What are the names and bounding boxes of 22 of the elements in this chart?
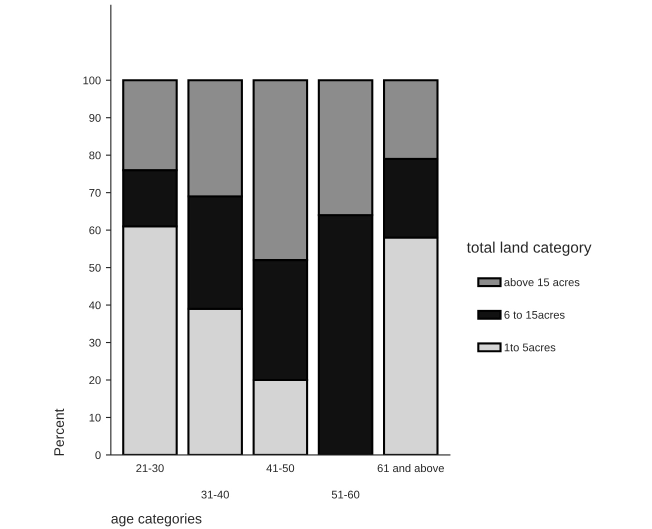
- y-tick-label: 10: [90, 414, 101, 422]
- x-tick-label: 61 and above: [378, 464, 444, 472]
- x-tick-label: 51-60: [332, 490, 360, 499]
- x-tick-label: 41-50: [266, 464, 294, 472]
- y-tick-label: 40: [89, 301, 101, 310]
- y-tick-label: 80: [89, 151, 101, 160]
- y-tick-label: 100: [83, 76, 101, 84]
- legend-title: total land category: [466, 242, 592, 256]
- legend-label: 1to 5acres: [504, 344, 556, 352]
- legend-label: 6 to 15acres: [504, 310, 565, 319]
- y-tick-label: 20: [89, 376, 101, 384]
- legend-label: above 15 acres: [504, 278, 580, 286]
- y-tick-label: 90: [89, 114, 101, 122]
- y-tick-label: 0: [95, 451, 101, 460]
- x-tick-label: 31-40: [201, 490, 229, 499]
- y-tick-label: 60: [89, 226, 101, 234]
- y-tick-label: 30: [89, 338, 101, 347]
- x-axis-title: age categories: [111, 513, 202, 526]
- y-axis-title: Percent: [54, 408, 64, 456]
- y-tick-label: 70: [89, 188, 101, 197]
- y-tick-label: 50: [89, 264, 101, 272]
- x-tick-label: 21-30: [136, 464, 164, 472]
